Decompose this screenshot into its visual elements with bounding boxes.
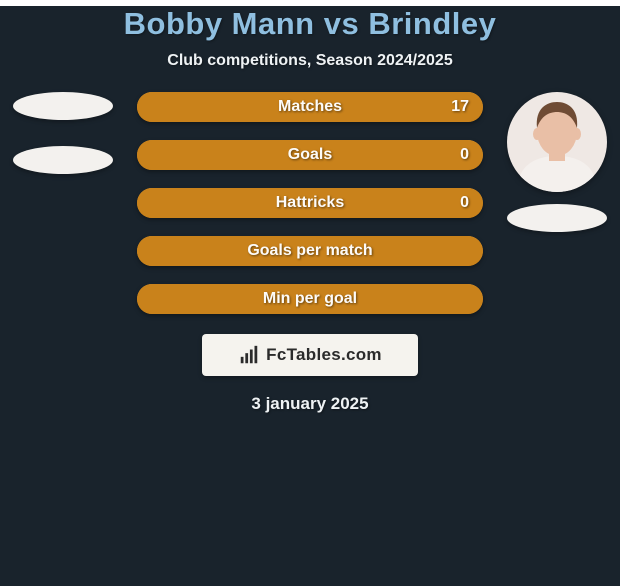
player-right-oval-1 bbox=[507, 204, 607, 232]
date: 3 january 2025 bbox=[0, 394, 620, 414]
player-right-avatar bbox=[507, 92, 607, 192]
infographic: Bobby Mann vs Brindley Club competitions… bbox=[0, 6, 620, 414]
stat-value-right: 0 bbox=[460, 140, 469, 170]
watermark-text: FcTables.com bbox=[266, 345, 382, 365]
stat-label: Goals bbox=[137, 140, 483, 170]
player-left-oval-1 bbox=[13, 92, 113, 120]
player-left-oval-2 bbox=[13, 146, 113, 174]
stat-bar-2: Hattricks0 bbox=[137, 188, 483, 218]
stat-bar-0: Matches17 bbox=[137, 92, 483, 122]
stat-label: Matches bbox=[137, 92, 483, 122]
subtitle: Club competitions, Season 2024/2025 bbox=[0, 52, 620, 70]
stat-bar-4: Min per goal bbox=[137, 284, 483, 314]
page-title: Bobby Mann vs Brindley bbox=[0, 6, 620, 42]
stat-label: Min per goal bbox=[137, 284, 483, 314]
stat-bars: Matches17Goals0Hattricks0Goals per match… bbox=[137, 92, 483, 314]
player-right-column bbox=[501, 92, 613, 232]
chart-icon bbox=[238, 344, 260, 366]
stat-label: Goals per match bbox=[137, 236, 483, 266]
stat-label: Hattricks bbox=[137, 188, 483, 218]
watermark: FcTables.com bbox=[202, 334, 418, 376]
stat-bar-3: Goals per match bbox=[137, 236, 483, 266]
stat-value-right: 17 bbox=[451, 92, 469, 122]
player-left-column bbox=[7, 92, 119, 174]
stat-bar-1: Goals0 bbox=[137, 140, 483, 170]
comparison-row: Matches17Goals0Hattricks0Goals per match… bbox=[0, 92, 620, 314]
stat-value-right: 0 bbox=[460, 188, 469, 218]
